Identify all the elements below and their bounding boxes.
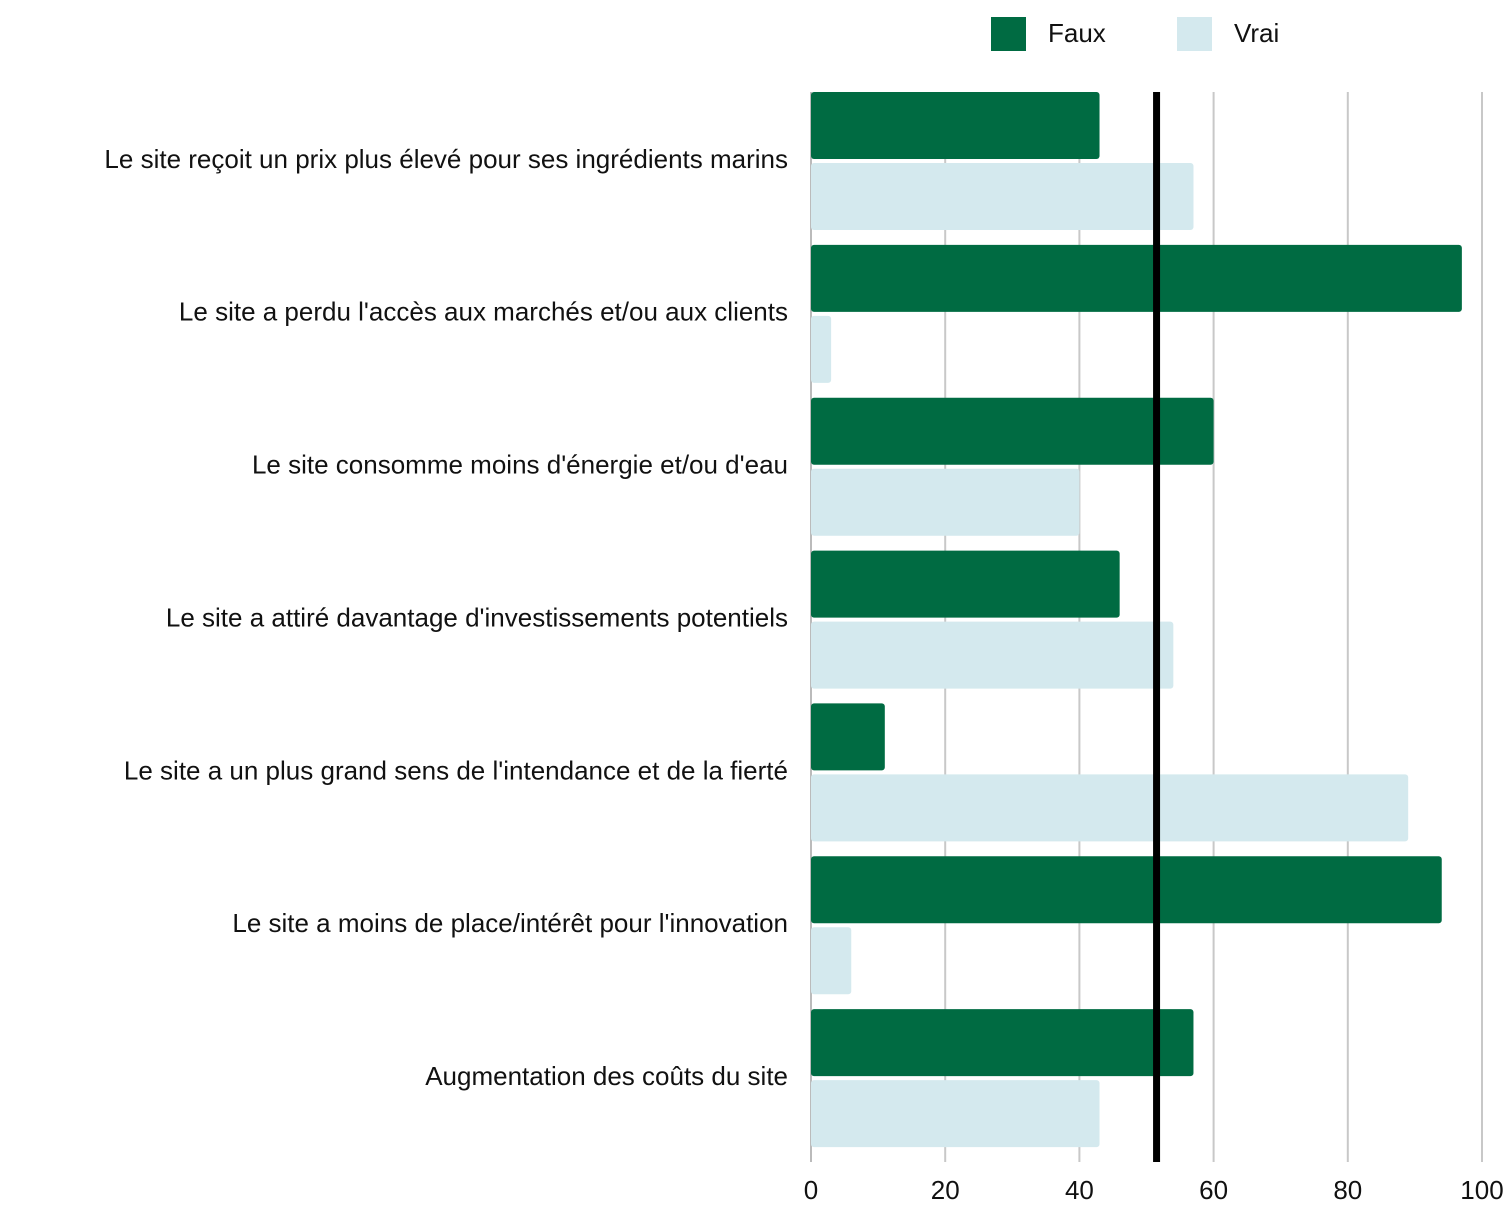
bar: [811, 163, 1194, 230]
bar: [811, 927, 852, 995]
x-tick-label: 20: [931, 1175, 960, 1205]
bar: [811, 703, 885, 771]
category-label: Le site a un plus grand sens de l'intend…: [124, 755, 788, 785]
bar: [811, 856, 1442, 924]
x-tick-label: 80: [1333, 1175, 1362, 1205]
x-tick-label: 0: [804, 1175, 818, 1205]
bar: [811, 550, 1120, 618]
category-label: Le site a moins de place/intérêt pour l'…: [232, 908, 788, 938]
x-tick-label: 100: [1460, 1175, 1503, 1205]
bar: [811, 244, 1462, 312]
legend-label: Faux: [1048, 18, 1106, 48]
bar: [811, 1009, 1194, 1077]
category-label: Augmentation des coûts du site: [425, 1061, 788, 1091]
category-label: Le site reçoit un prix plus élevé pour s…: [104, 144, 788, 174]
x-tick-label: 60: [1199, 1175, 1228, 1205]
category-label: Le site a perdu l'accès aux marchés et/o…: [179, 297, 788, 327]
bar: [811, 621, 1174, 689]
bar: [811, 397, 1214, 465]
bar: [811, 315, 832, 383]
legend-label: Vrai: [1234, 18, 1279, 48]
bar: [811, 1080, 1100, 1148]
bar: [811, 468, 1080, 536]
category-label: Le site a attiré davantage d'investissem…: [166, 602, 788, 632]
legend-swatch: [1177, 17, 1212, 51]
bar: [811, 774, 1409, 842]
x-tick-label: 40: [1065, 1175, 1094, 1205]
bar: [811, 92, 1100, 159]
legend-swatch: [991, 17, 1026, 51]
category-label: Le site consomme moins d'énergie et/ou d…: [252, 450, 788, 480]
